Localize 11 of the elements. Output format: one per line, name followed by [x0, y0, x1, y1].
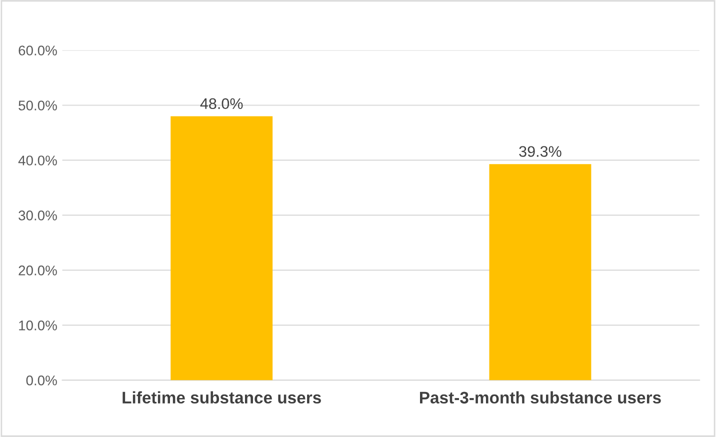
y-tick-label: 20.0% — [18, 266, 57, 276]
x-tick-label: Past-3-month substance users — [420, 391, 661, 404]
data-label: 39.3% — [519, 146, 562, 157]
y-tick-label: 10.0% — [19, 320, 57, 330]
y-tick-label: 40.0% — [18, 156, 57, 166]
y-tick-label: 30.0% — [18, 210, 57, 220]
y-tick-label: 50.0% — [18, 100, 57, 110]
data-label: 48.0% — [200, 98, 243, 110]
x-tick-label: Lifetime substance users — [122, 391, 321, 404]
y-tick-label: 60.0% — [18, 46, 57, 56]
y-tick-label: 0.0% — [26, 376, 57, 386]
